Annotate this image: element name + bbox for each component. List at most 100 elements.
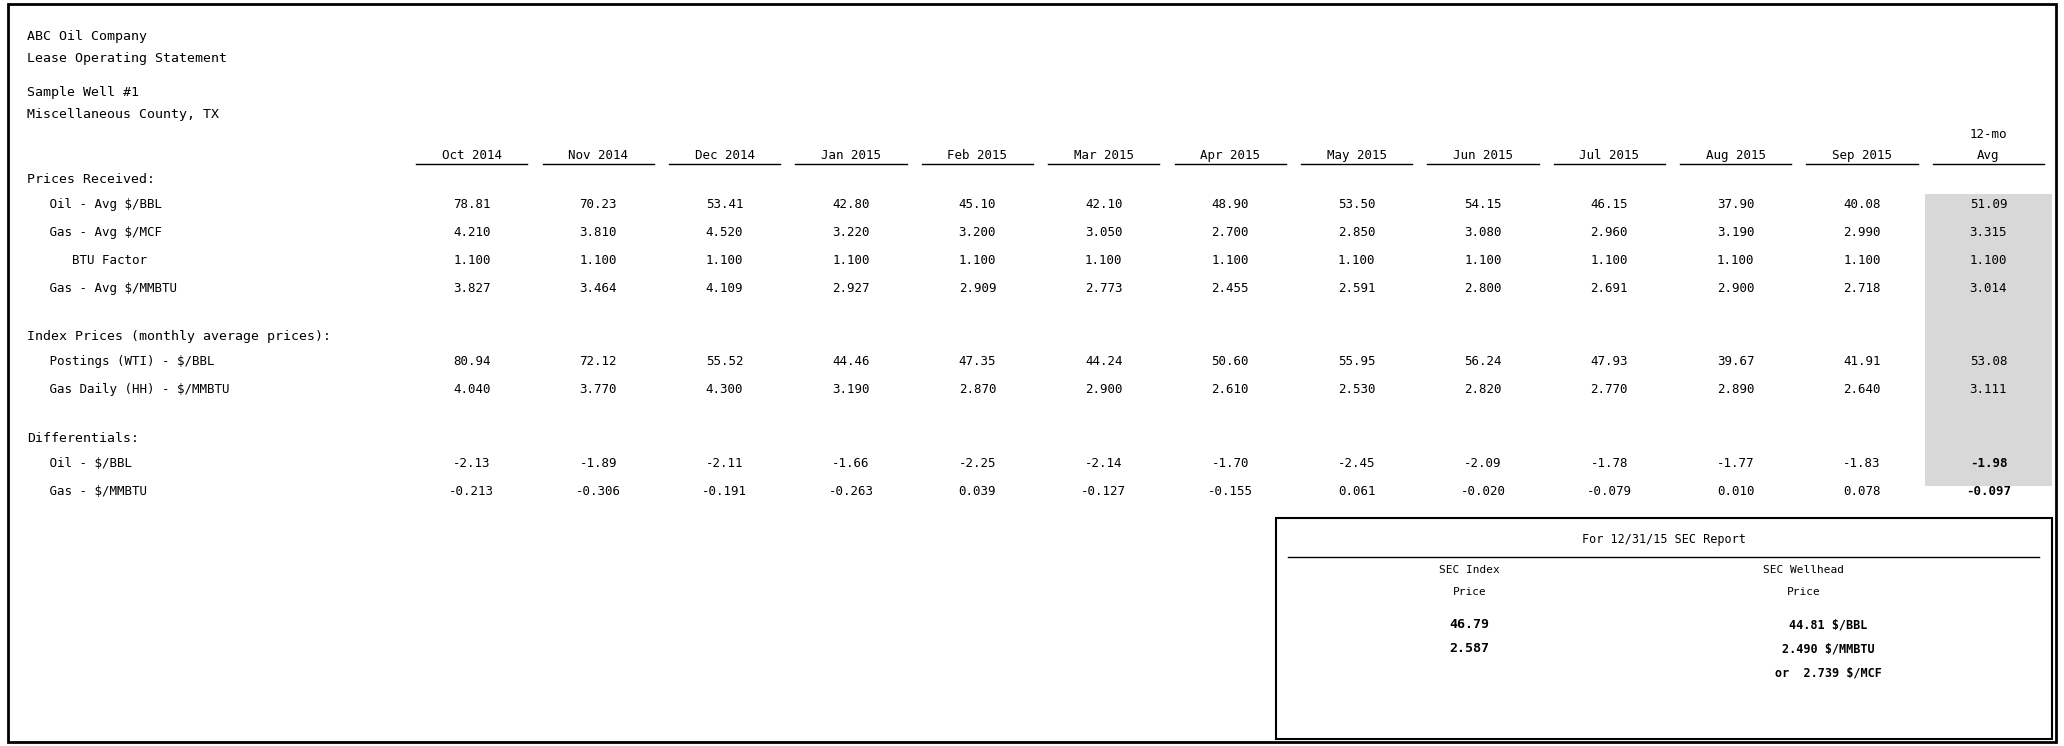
Text: 3.315: 3.315: [1969, 225, 2006, 239]
Text: 4.210: 4.210: [454, 225, 491, 239]
Text: 44.81 $/BBL: 44.81 $/BBL: [1789, 618, 1868, 631]
Text: 39.67: 39.67: [1717, 355, 1754, 368]
Text: -0.191: -0.191: [702, 485, 747, 498]
Text: Sep 2015: Sep 2015: [1833, 149, 1893, 162]
Text: 80.94: 80.94: [454, 355, 491, 368]
Text: Miscellaneous County, TX: Miscellaneous County, TX: [27, 108, 219, 121]
Text: -1.89: -1.89: [580, 457, 617, 469]
Text: 1.100: 1.100: [1463, 254, 1503, 266]
Text: -0.155: -0.155: [1207, 485, 1253, 498]
Text: -1.70: -1.70: [1212, 457, 1249, 469]
Text: 1.100: 1.100: [832, 254, 869, 266]
Text: 2.927: 2.927: [832, 281, 869, 295]
Text: Nov 2014: Nov 2014: [568, 149, 627, 162]
Text: 2.455: 2.455: [1212, 281, 1249, 295]
Text: 47.35: 47.35: [958, 355, 997, 368]
Text: 70.23: 70.23: [580, 198, 617, 210]
Text: 2.587: 2.587: [1449, 642, 1490, 655]
Text: 78.81: 78.81: [454, 198, 491, 210]
Text: -0.127: -0.127: [1082, 485, 1127, 498]
Text: 2.909: 2.909: [958, 281, 997, 295]
Text: 40.08: 40.08: [1843, 198, 1880, 210]
Text: -2.09: -2.09: [1463, 457, 1503, 469]
Text: 3.810: 3.810: [580, 225, 617, 239]
Text: Lease Operating Statement: Lease Operating Statement: [27, 52, 227, 65]
Text: 2.640: 2.640: [1843, 383, 1880, 396]
Text: or  2.739 $/MCF: or 2.739 $/MCF: [1775, 666, 1882, 679]
Text: SEC Wellhead: SEC Wellhead: [1763, 565, 1843, 574]
Text: -1.78: -1.78: [1591, 457, 1628, 469]
Text: 1.100: 1.100: [580, 254, 617, 266]
Text: Gas - Avg $/MMBTU: Gas - Avg $/MMBTU: [27, 281, 178, 295]
Text: 3.770: 3.770: [580, 383, 617, 396]
Text: Price: Price: [1453, 587, 1486, 597]
Text: 2.700: 2.700: [1212, 225, 1249, 239]
Text: Oil - $/BBL: Oil - $/BBL: [27, 457, 132, 469]
Text: 0.010: 0.010: [1717, 485, 1754, 498]
Text: Oct 2014: Oct 2014: [442, 149, 502, 162]
Text: Jun 2015: Jun 2015: [1453, 149, 1513, 162]
Text: 1.100: 1.100: [1086, 254, 1123, 266]
Text: 55.52: 55.52: [706, 355, 743, 368]
Text: 0.039: 0.039: [958, 485, 997, 498]
Text: Gas Daily (HH) - $/MMBTU: Gas Daily (HH) - $/MMBTU: [27, 383, 229, 396]
Text: 3.014: 3.014: [1969, 281, 2006, 295]
Text: -1.83: -1.83: [1843, 457, 1880, 469]
Text: Apr 2015: Apr 2015: [1199, 149, 1261, 162]
Text: 44.24: 44.24: [1086, 355, 1123, 368]
Text: 4.109: 4.109: [706, 281, 743, 295]
Text: Aug 2015: Aug 2015: [1705, 149, 1765, 162]
Text: 46.79: 46.79: [1449, 618, 1490, 631]
Text: 53.08: 53.08: [1969, 355, 2006, 368]
Text: Avg: Avg: [1977, 149, 2000, 162]
Text: 2.890: 2.890: [1717, 383, 1754, 396]
Text: Prices Received:: Prices Received:: [27, 173, 155, 186]
FancyBboxPatch shape: [1926, 194, 2052, 486]
Text: 0.061: 0.061: [1337, 485, 1375, 498]
Text: 4.300: 4.300: [706, 383, 743, 396]
Text: 1.100: 1.100: [1969, 254, 2006, 266]
Text: 42.80: 42.80: [832, 198, 869, 210]
Text: 50.60: 50.60: [1212, 355, 1249, 368]
Text: 54.15: 54.15: [1463, 198, 1503, 210]
Text: 2.691: 2.691: [1591, 281, 1628, 295]
Text: Index Prices (monthly average prices):: Index Prices (monthly average prices):: [27, 330, 330, 343]
Text: 47.93: 47.93: [1591, 355, 1628, 368]
Text: 3.190: 3.190: [832, 383, 869, 396]
Text: 1.100: 1.100: [1717, 254, 1754, 266]
Text: -2.14: -2.14: [1086, 457, 1123, 469]
Text: Feb 2015: Feb 2015: [947, 149, 1007, 162]
Text: Gas - $/MMBTU: Gas - $/MMBTU: [27, 485, 147, 498]
Text: 2.900: 2.900: [1717, 281, 1754, 295]
Text: 1.100: 1.100: [1212, 254, 1249, 266]
Text: Postings (WTI) - $/BBL: Postings (WTI) - $/BBL: [27, 355, 215, 368]
Text: 48.90: 48.90: [1212, 198, 1249, 210]
Text: 2.530: 2.530: [1337, 383, 1375, 396]
Text: 53.50: 53.50: [1337, 198, 1375, 210]
Text: 56.24: 56.24: [1463, 355, 1503, 368]
Text: 2.770: 2.770: [1591, 383, 1628, 396]
Text: 2.960: 2.960: [1591, 225, 1628, 239]
Text: 44.46: 44.46: [832, 355, 869, 368]
Text: 2.800: 2.800: [1463, 281, 1503, 295]
Text: -2.11: -2.11: [706, 457, 743, 469]
Text: -2.13: -2.13: [454, 457, 491, 469]
Text: 2.900: 2.900: [1086, 383, 1123, 396]
Text: 72.12: 72.12: [580, 355, 617, 368]
Text: -0.079: -0.079: [1587, 485, 1633, 498]
FancyBboxPatch shape: [1276, 518, 2052, 739]
Text: 51.09: 51.09: [1969, 198, 2006, 210]
Text: May 2015: May 2015: [1327, 149, 1387, 162]
Text: 3.464: 3.464: [580, 281, 617, 295]
Text: 3.827: 3.827: [454, 281, 491, 295]
Text: 12-mo: 12-mo: [1969, 128, 2006, 141]
Text: 0.078: 0.078: [1843, 485, 1880, 498]
Text: 2.870: 2.870: [958, 383, 997, 396]
Text: 3.220: 3.220: [832, 225, 869, 239]
Text: -2.45: -2.45: [1337, 457, 1375, 469]
Text: 1.100: 1.100: [1337, 254, 1375, 266]
Text: 4.040: 4.040: [454, 383, 491, 396]
Text: 2.850: 2.850: [1337, 225, 1375, 239]
Text: -2.25: -2.25: [958, 457, 997, 469]
Text: BTU Factor: BTU Factor: [27, 254, 147, 266]
